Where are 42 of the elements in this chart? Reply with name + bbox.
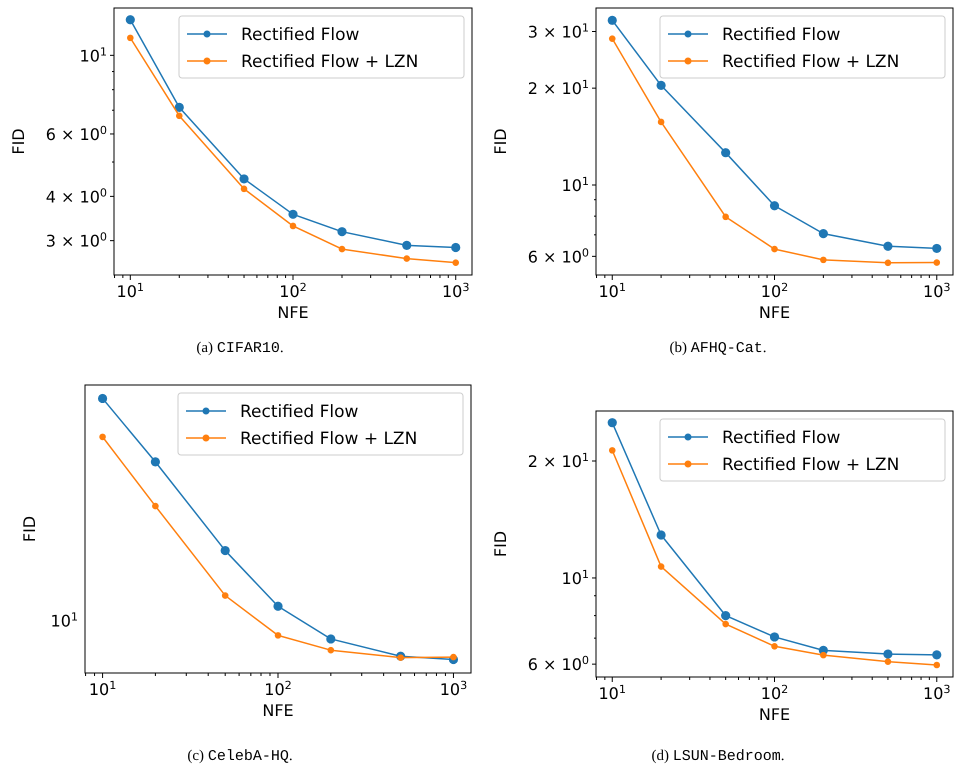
legend-label: Rectified Flow + LZN — [241, 52, 418, 72]
x-tick-label: 10$^{3}$ — [923, 682, 951, 703]
text: (a) CIFAR10. — [196, 340, 284, 357]
y-tick-label: 10$^{1}$ — [562, 567, 589, 588]
x-tick-label: 10$^{1}$ — [598, 682, 626, 703]
x-axis-title: NFE — [758, 303, 790, 322]
x-tick-label: 10$^{2}$ — [760, 280, 788, 301]
legend-label: Rectified Flow — [722, 25, 841, 45]
y-tick-label: 6 × 10$^{0}$ — [528, 654, 589, 674]
x-tick-label: 10$^{2}$ — [760, 682, 788, 703]
y-tick-label: 10$^{1}$ — [562, 174, 589, 195]
x-axis-title: NFE — [262, 701, 294, 720]
x-axis-title: NFE — [277, 303, 309, 322]
legend-label: Rectified Flow + LZN — [240, 429, 418, 449]
x-tick-label: 10$^{3}$ — [442, 280, 470, 301]
x-tick-label: 10$^{2}$ — [279, 280, 307, 301]
legend-label: Rectified Flow + LZN — [722, 52, 900, 72]
y-tick-label: 3 × 10$^{0}$ — [46, 230, 107, 251]
y-axis-title: FID — [9, 128, 28, 155]
y-axis-title: FID — [491, 128, 510, 155]
x-tick-label: 10$^{2}$ — [264, 678, 292, 699]
legend-label: Rectified Flow + LZN — [722, 455, 900, 475]
x-tick-label: 10$^{1}$ — [116, 280, 144, 301]
y-tick-label: 6 × 10$^{0}$ — [528, 246, 589, 266]
text: (d) LSUN-Bedroom. — [651, 748, 785, 765]
text: (b) AFHQ-Cat. — [669, 340, 767, 357]
text: (c) CelebA-HQ. — [187, 748, 293, 765]
y-axis-title: FID — [491, 530, 510, 558]
legend-label: Rectified Flow — [240, 402, 359, 422]
y-tick-label: 4 × 10$^{0}$ — [46, 186, 107, 206]
y-tick-label: 2 × 10$^{1}$ — [528, 450, 589, 472]
y-tick-label: 2 × 10$^{1}$ — [528, 78, 589, 98]
y-axis-title: FID — [20, 516, 39, 542]
legend-label: Rectified Flow — [241, 25, 360, 45]
x-axis-title: NFE — [758, 705, 790, 724]
legend-label: Rectified Flow — [722, 428, 841, 448]
x-tick-label: 10$^{3}$ — [440, 678, 468, 699]
y-tick-label: 3 × 10$^{1}$ — [528, 21, 589, 42]
x-tick-label: 10$^{1}$ — [598, 280, 626, 301]
x-tick-label: 10$^{3}$ — [923, 280, 951, 301]
y-tick-label: 10$^{1}$ — [80, 44, 107, 66]
y-tick-label: 6 × 10$^{0}$ — [46, 123, 107, 144]
